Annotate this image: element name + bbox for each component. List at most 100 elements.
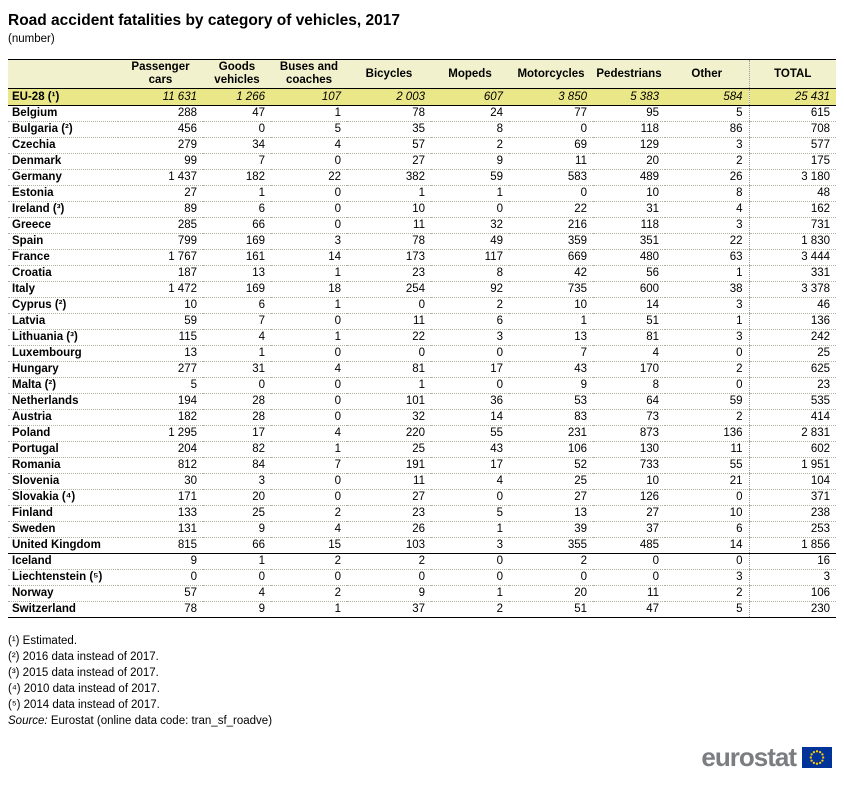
value-cell: 1: [203, 345, 271, 362]
value-cell: 1: [203, 185, 271, 202]
value-cell: 2: [665, 153, 749, 170]
value-cell: 414: [748, 409, 836, 426]
value-cell: 0: [665, 489, 749, 506]
value-cell: 59: [431, 169, 509, 186]
value-cell: 161: [203, 249, 271, 266]
value-cell: 22: [665, 233, 749, 250]
value-cell: 28: [203, 409, 271, 426]
value-cell: 51: [593, 313, 665, 330]
value-cell: 17: [203, 425, 271, 442]
footnotes: (¹) Estimated. (²) 2016 data instead of 2…: [8, 633, 836, 713]
value-cell: 10: [118, 297, 203, 314]
value-cell: 8: [593, 377, 665, 394]
value-cell: 873: [593, 425, 665, 442]
value-cell: 8: [665, 185, 749, 202]
value-cell: 7: [203, 313, 271, 330]
value-cell: 182: [203, 169, 271, 186]
value-cell: 3 444: [748, 249, 836, 266]
value-cell: 735: [509, 281, 593, 298]
value-cell: 799: [118, 233, 203, 250]
value-cell: 10: [593, 185, 665, 202]
value-cell: 56: [593, 265, 665, 282]
value-cell: 1: [431, 585, 509, 602]
value-cell: 42: [509, 265, 593, 282]
table-row: Finland 133 25 2 23 5 13 27 10 238: [8, 505, 836, 522]
row-label: EU-28 (¹): [8, 88, 118, 106]
value-cell: 220: [347, 425, 431, 442]
value-cell: 73: [593, 409, 665, 426]
value-cell: 104: [748, 473, 836, 490]
value-cell: 1: [509, 313, 593, 330]
row-label: Malta (²): [8, 377, 118, 394]
value-cell: 277: [118, 361, 203, 378]
eu-aggregate-row: EU-28 (¹) 11 631 1 266 107 2 003 607 3 850 5 38…: [8, 88, 836, 106]
value-cell: 20: [593, 153, 665, 170]
value-cell: 17: [431, 457, 509, 474]
value-cell: 11: [347, 473, 431, 490]
value-cell: 9: [118, 553, 203, 570]
value-cell: 28: [203, 393, 271, 410]
value-cell: 26: [665, 169, 749, 186]
value-cell: 27: [593, 505, 665, 522]
value-cell: 1: [203, 553, 271, 570]
table-row: Malta (²) 5 0 0 1 0 9 8 0 23: [8, 377, 836, 394]
value-cell: 0: [271, 377, 347, 394]
value-cell: 0: [347, 345, 431, 362]
table-row: Switzerland 78 9 1 37 2 51 47 5 230: [8, 601, 836, 618]
value-cell: 2: [271, 585, 347, 602]
value-cell: 4: [593, 345, 665, 362]
value-cell: 3: [665, 217, 749, 234]
value-cell: 0: [509, 569, 593, 586]
value-cell: 25: [748, 345, 836, 362]
column-header: Other: [665, 59, 749, 89]
value-cell: 48: [748, 185, 836, 202]
value-cell: 6: [665, 521, 749, 538]
column-header: Passenger cars: [118, 59, 203, 89]
fatalities-table: Passenger cars Goods vehicles Buses and co…: [8, 59, 836, 618]
value-cell: 129: [593, 137, 665, 154]
value-cell: 4: [431, 473, 509, 490]
value-cell: 13: [509, 505, 593, 522]
column-header: Motorcycles: [509, 59, 593, 89]
value-cell: 20: [509, 585, 593, 602]
value-cell: 63: [665, 249, 749, 266]
value-cell: 0: [271, 345, 347, 362]
value-cell: 231: [509, 425, 593, 442]
value-cell: 1 437: [118, 169, 203, 186]
eurostat-logo: eurostat: [701, 744, 832, 770]
value-cell: 31: [593, 201, 665, 218]
value-cell: 11: [593, 585, 665, 602]
table-row: Croatia 187 13 1 23 8 42 56 1 331: [8, 265, 836, 282]
row-label: Slovenia: [8, 473, 118, 490]
value-cell: 1: [665, 265, 749, 282]
value-cell: 9: [203, 521, 271, 538]
row-label: Hungary: [8, 361, 118, 378]
value-cell: 480: [593, 249, 665, 266]
value-cell: 2: [431, 137, 509, 154]
table-row: Denmark 99 7 0 27 9 11 20 2 175: [8, 153, 836, 170]
page: Road accident fatalities by category of …: [8, 12, 836, 727]
column-header: Goods vehicles: [203, 59, 271, 89]
table-row: Liechtenstein (⁵) 0 0 0 0 0 0 0 3 3: [8, 569, 836, 586]
value-cell: 66: [203, 537, 271, 554]
table-row: Hungary 277 31 4 81 17 43 170 2 625: [8, 361, 836, 378]
row-label: Greece: [8, 217, 118, 234]
value-cell: 1 472: [118, 281, 203, 298]
value-cell: 13: [509, 329, 593, 346]
value-cell: 13: [118, 345, 203, 362]
value-cell: 52: [509, 457, 593, 474]
value-cell: 39: [509, 521, 593, 538]
row-label: Germany: [8, 169, 118, 186]
value-cell: 0: [509, 121, 593, 138]
value-cell: 78: [118, 601, 203, 618]
value-cell: 187: [118, 265, 203, 282]
value-cell: 3 378: [748, 281, 836, 298]
value-cell: 9: [509, 377, 593, 394]
value-cell: 117: [431, 249, 509, 266]
unit-label: (number): [8, 33, 55, 45]
row-label: Liechtenstein (⁵): [8, 569, 118, 586]
value-cell: 47: [593, 601, 665, 618]
value-cell: 23: [347, 505, 431, 522]
value-cell: 0: [665, 377, 749, 394]
value-cell: 1: [271, 297, 347, 314]
